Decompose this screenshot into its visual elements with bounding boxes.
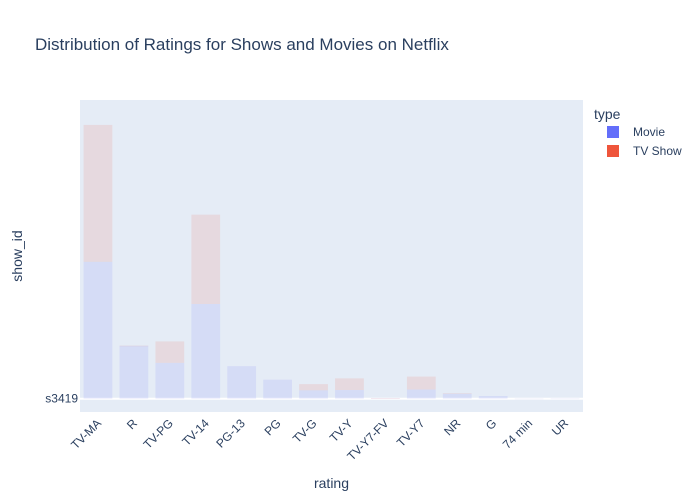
bar-movie-tv-y7-fv[interactable]	[371, 398, 400, 399]
bar-movie-nr[interactable]	[442, 393, 472, 399]
legend-label-tv-show[interactable]: TV Show	[633, 144, 682, 158]
bar-tv-show-tv-pg[interactable]	[155, 341, 185, 363]
legend-swatch-movie[interactable]	[607, 126, 619, 138]
legend-items: Movie TV Show	[607, 125, 682, 158]
y-axis-title: show_id	[9, 230, 25, 281]
bar-tv-show-tv-y[interactable]	[335, 378, 364, 391]
x-tick-label: G	[483, 416, 500, 433]
x-tick-label: 74 min	[500, 416, 535, 451]
x-tick-label: PG-13	[213, 416, 248, 451]
bar-movie-tv-pg[interactable]	[155, 362, 185, 399]
bar-movie-ur[interactable]	[550, 398, 580, 400]
x-tick-label: TV-Y7	[394, 416, 428, 450]
bar-movie-g[interactable]	[478, 396, 508, 399]
legend: type Movie TV Show	[594, 106, 682, 158]
plot-area	[80, 100, 583, 412]
x-tick-label: PG	[262, 416, 284, 438]
bar-tv-show-nr[interactable]	[442, 393, 472, 395]
x-tick-label: TV-G	[290, 416, 320, 446]
bar-tv-show-r[interactable]	[119, 345, 149, 347]
x-tick-label: UR	[549, 416, 571, 438]
bar-movie-74-min[interactable]	[514, 398, 544, 400]
y-tick-label: s3419	[45, 392, 78, 406]
x-tick-labels: TV-MA R TV-PG TV-14 PG-13 PG TV-G TV-YTV-Y7-FV T…	[68, 416, 571, 463]
bar-movie-tv-14[interactable]	[191, 303, 221, 399]
x-tick-label: NR	[441, 416, 463, 438]
x-axis-title: rating	[314, 475, 349, 491]
bar-tv-show-tv-y7[interactable]	[406, 376, 436, 390]
bar-movie-tv-y[interactable]	[335, 390, 364, 399]
legend-swatch-tv-show[interactable]	[607, 145, 619, 157]
bars-layer	[80, 124, 583, 400]
bar-tv-show-tv-14[interactable]	[191, 214, 221, 304]
x-tick-label: TV-Y	[327, 416, 356, 445]
bar-tv-show-tv-g[interactable]	[299, 384, 328, 391]
legend-label-movie[interactable]: Movie	[633, 125, 665, 139]
bar-movie-pg[interactable]	[263, 379, 292, 399]
bar-tv-show-tv-ma[interactable]	[83, 124, 113, 262]
bar-movie-pg-13[interactable]	[227, 366, 257, 399]
bar-movie-tv-y7[interactable]	[406, 389, 436, 399]
x-tick-label: R	[124, 416, 140, 432]
x-tick-label: TV-MA	[68, 416, 104, 452]
x-tick-label: TV-PG	[141, 416, 176, 451]
legend-title: type	[594, 106, 621, 122]
x-tick-label: TV-14	[179, 416, 212, 449]
bar-movie-r[interactable]	[119, 345, 149, 399]
bar-movie-tv-ma[interactable]	[83, 261, 113, 399]
bar-movie-tv-g[interactable]	[299, 390, 328, 399]
chart-title: Distribution of Ratings for Shows and Mo…	[35, 35, 449, 54]
bar-tv-show-tv-y7-fv[interactable]	[371, 398, 400, 399]
